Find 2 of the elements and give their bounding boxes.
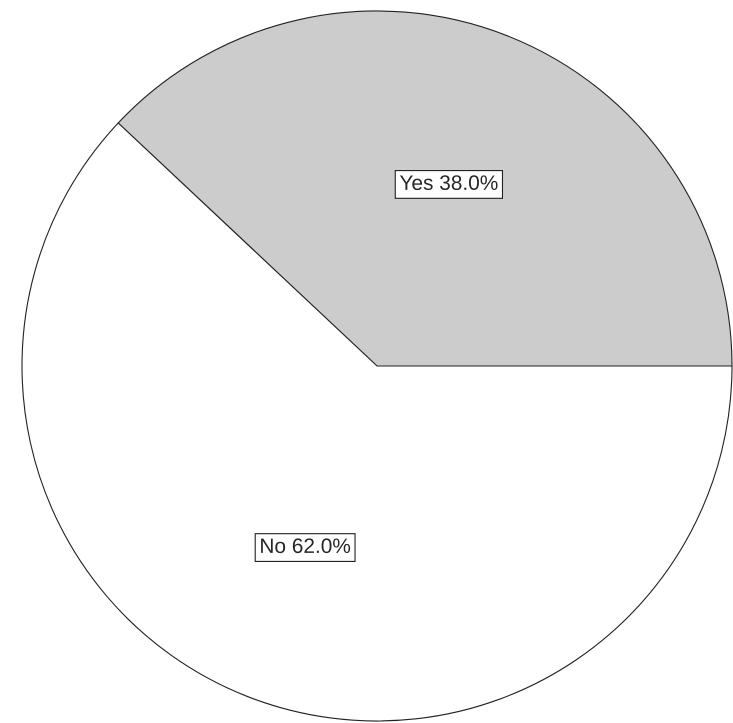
slice-label: No 62.0% [261,538,350,554]
slice-label: Yes 38.0% [400,175,498,190]
